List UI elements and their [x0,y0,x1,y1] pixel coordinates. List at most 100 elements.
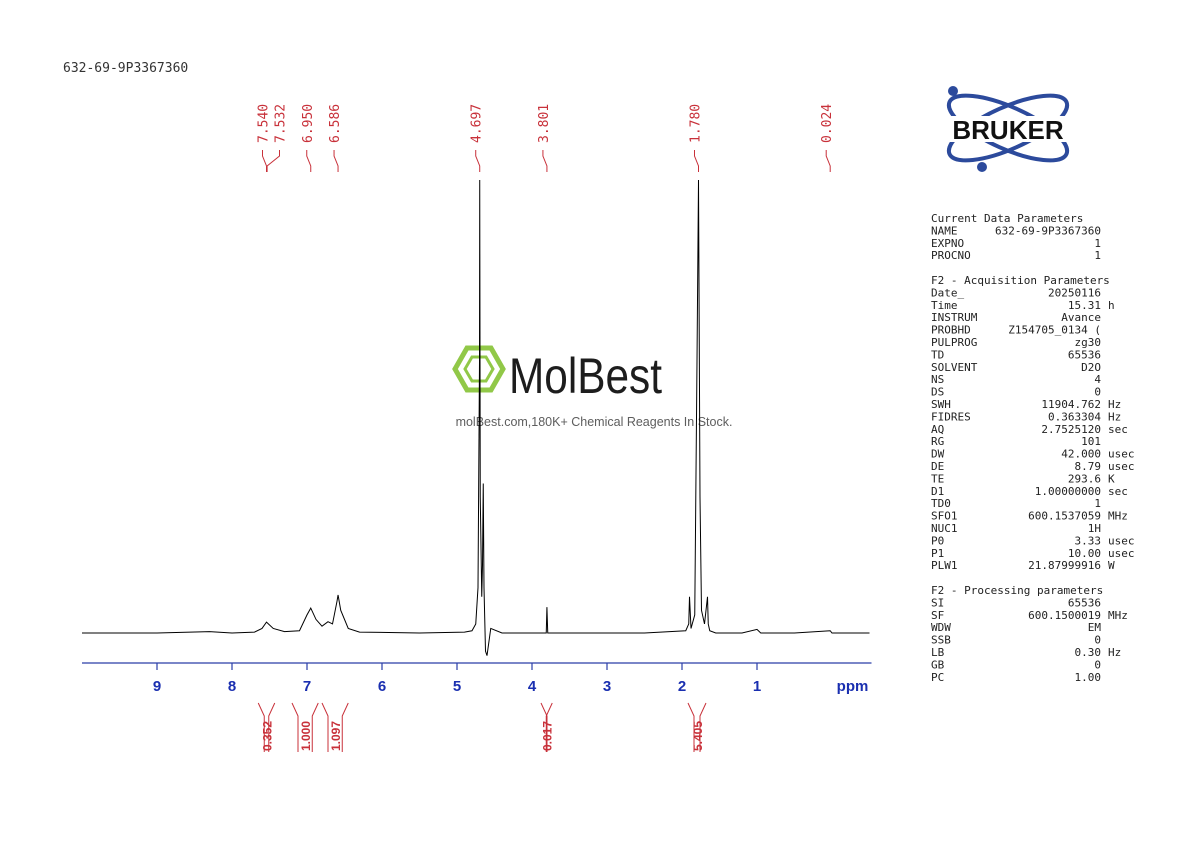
param-unit: Hz [1108,398,1121,411]
param-name: PROBHD [931,324,971,337]
param-name: SF [931,609,944,622]
param-value: 0.30 [1075,646,1102,659]
param-name: PC [931,671,944,684]
logo-orbit [946,93,1070,163]
param-value: 65536 [1068,596,1101,609]
param-section-title: F2 - Processing parameters [931,584,1103,597]
param-value: 1H [1088,522,1101,535]
param-value: 632-69-9P3367360 [995,224,1101,237]
param-value: 10.00 [1068,547,1101,560]
sample-id: 632-69-9P3367360 [63,61,188,76]
param-value: 0 [1094,658,1101,671]
param-name: TD [931,348,944,361]
param-value: D2O [1081,361,1101,374]
param-name: P0 [931,534,944,547]
x-tick-label: 6 [378,678,386,695]
param-section-title: Current Data Parameters [931,212,1083,225]
param-value: 0 [1094,634,1101,647]
integral-bracket [540,702,553,752]
param-value: 3.33 [1075,534,1102,547]
peak-marker [262,150,267,172]
x-tick-label: 1 [753,678,761,695]
param-name: Time [931,299,958,312]
param-value: 600.1537059 [1028,510,1101,523]
param-unit: MHz [1108,510,1128,523]
param-value: 65536 [1068,348,1101,361]
x-tick-label: 5 [453,678,461,695]
param-value: 21.87999916 [1028,559,1101,572]
peak-marker [694,150,699,172]
spectrum-line [82,179,870,656]
param-unit: usec [1108,448,1135,461]
param-section-title: F2 - Acquisition Parameters [931,274,1110,287]
param-unit: sec [1108,423,1128,436]
param-name: D1 [931,485,944,498]
param-name: NUC1 [931,522,958,535]
param-name: TE [931,472,944,485]
param-name: FIDRES [931,410,971,423]
integral-label: 1.000 [299,721,313,751]
param-unit: K [1108,472,1115,485]
x-tick-label: 7 [303,678,311,695]
param-value: 1 [1094,249,1101,262]
watermark: MolBest molBest.com,180K+ Chemical Reage… [452,345,733,429]
peak-marker [266,150,280,172]
param-value: EM [1088,621,1102,634]
param-value: 101 [1081,435,1101,448]
param-name: PROCNO [931,249,971,262]
integral-bracket [291,702,319,752]
watermark-brand: MolBest [509,348,662,404]
param-unit: W [1108,559,1115,572]
param-value: 20250116 [1048,286,1101,299]
param-name: DW [931,448,945,461]
param-name: LB [931,646,945,659]
param-value: 293.6 [1068,472,1101,485]
peak-label: 1.780 [689,104,704,143]
param-value: 11904.762 [1041,398,1101,411]
param-name: P1 [931,547,944,560]
param-value: 0 [1094,386,1101,399]
param-value: Z154705_0134 ( [1008,324,1101,337]
peak-marker [475,150,481,172]
param-name: TD0 [931,497,951,510]
param-name: RG [931,435,944,448]
param-name: SSB [931,634,951,647]
integral-bracket [687,702,707,752]
param-unit: h [1108,299,1115,312]
integral-bracket [257,702,276,752]
integral-bracket [321,702,349,752]
param-unit: MHz [1108,609,1128,622]
param-name: WDW [931,621,951,634]
integral-label: 0.017 [541,721,555,751]
logo-dot [977,162,987,172]
param-name: SI [931,596,944,609]
peak-label: 6.950 [301,104,316,143]
peak-label: 7.540 [257,104,272,143]
param-value: zg30 [1075,336,1102,349]
param-value: 4 [1094,373,1101,386]
peak-label: 6.586 [328,104,343,143]
peak-marker [825,150,831,172]
param-value: 600.1500019 [1028,609,1101,622]
watermark-icon [452,345,506,393]
peak-marker [306,150,312,172]
logo-orbit [946,93,1070,163]
logo-band [926,116,1090,142]
param-name: PULPROG [931,336,977,349]
param-name: SOLVENT [931,361,978,374]
param-unit: usec [1108,547,1135,560]
param-value: 1 [1094,497,1101,510]
watermark-tagline: molBest.com,180K+ Chemical Reagents In S… [456,415,733,429]
param-value: 1.00 [1075,671,1102,684]
peak-label: 3.801 [537,104,552,143]
param-name: INSTRUM [931,311,978,324]
param-unit: Hz [1108,410,1121,423]
param-name: PLW1 [931,559,958,572]
param-unit: Hz [1108,646,1121,659]
param-name: EXPNO [931,237,964,250]
peak-label: 4.697 [470,104,485,143]
param-value: 42.000 [1061,448,1101,461]
integral-label: 5.405 [691,721,705,751]
